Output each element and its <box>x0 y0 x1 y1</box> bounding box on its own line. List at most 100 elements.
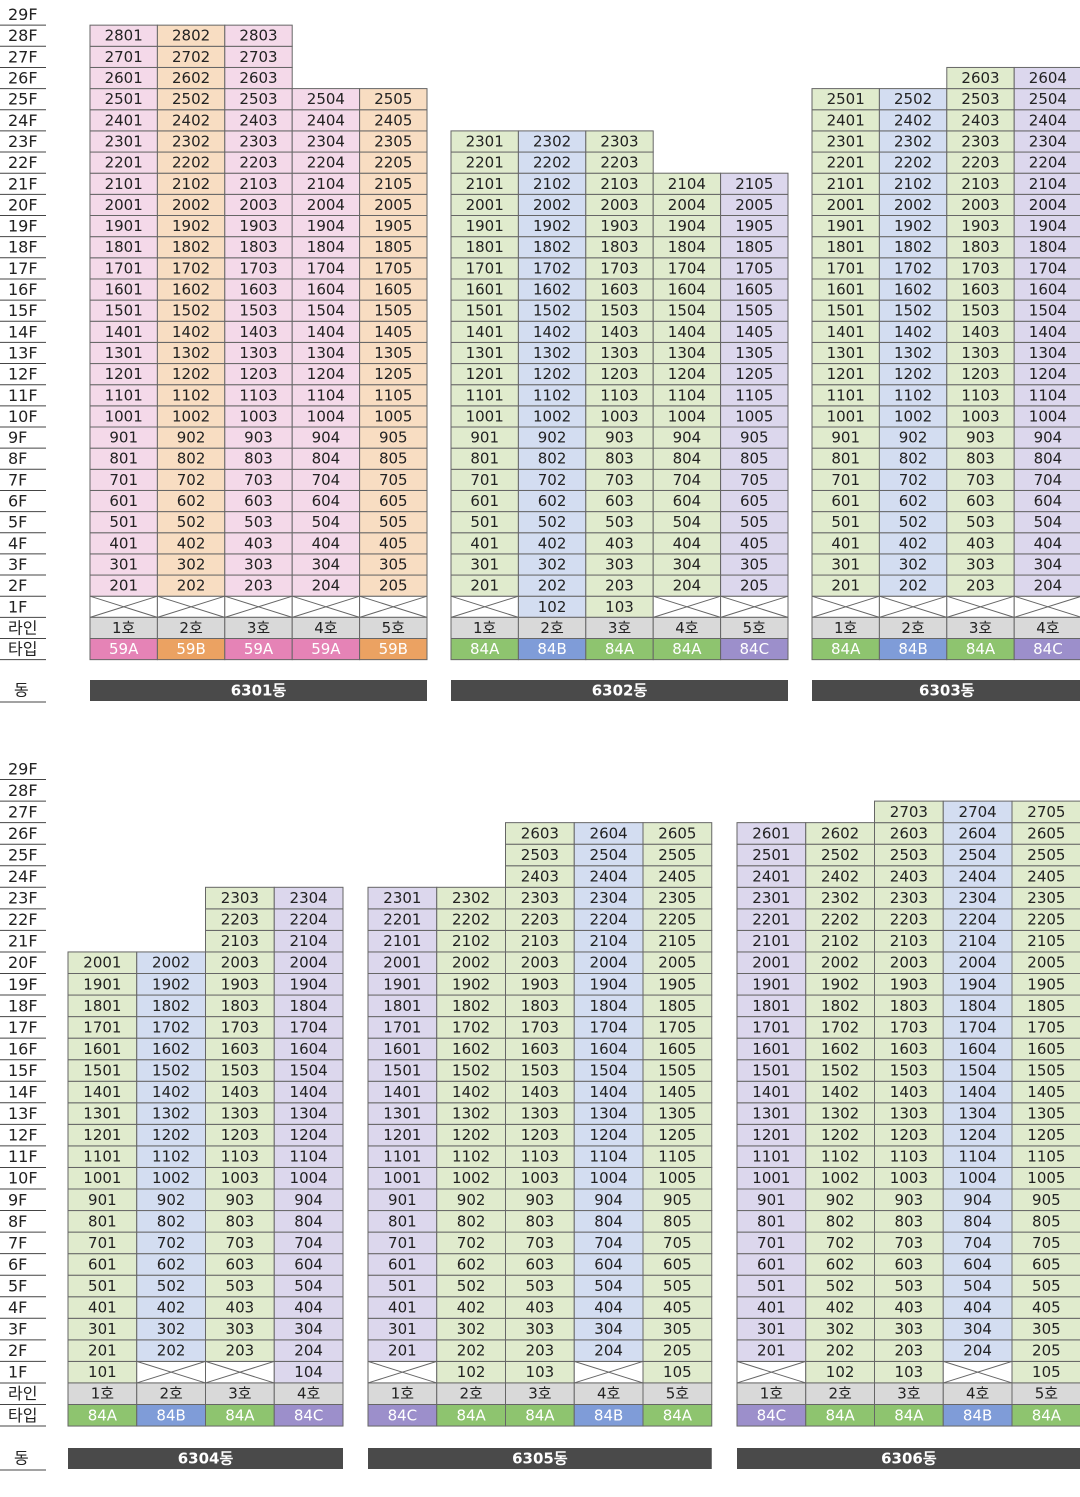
cross <box>736 1360 806 1384</box>
unit-number: 202 <box>457 1342 486 1360</box>
floor-label: 21F <box>8 174 38 193</box>
unit-number: 2001 <box>466 196 504 214</box>
unit-number: 1203 <box>961 365 999 383</box>
unit-number: 1801 <box>383 997 421 1015</box>
unit-number: 1104 <box>1029 386 1067 404</box>
unit-number: 2204 <box>290 911 328 929</box>
unit-number: 2104 <box>668 175 706 193</box>
unit-number: 1102 <box>533 386 571 404</box>
unit-number: 2802 <box>172 27 210 45</box>
line-label: 3호 <box>897 1385 921 1403</box>
unit-number: 302 <box>538 555 567 573</box>
unit-number: 2001 <box>105 196 143 214</box>
unit-number: 2104 <box>307 175 345 193</box>
type-label: 84B <box>594 1406 623 1424</box>
unit-number: 501 <box>88 1277 117 1295</box>
unit-number: 1501 <box>83 1061 121 1079</box>
line-label: 5호 <box>666 1385 690 1403</box>
unit-number: 801 <box>831 450 860 468</box>
unit-number: 501 <box>757 1277 786 1295</box>
unit-number: 1902 <box>452 975 490 993</box>
unit-number: 504 <box>312 513 341 531</box>
unit-number: 702 <box>177 471 206 489</box>
unit-cell <box>224 24 293 47</box>
unit-number: 803 <box>605 450 634 468</box>
unit-number: 1104 <box>668 386 706 404</box>
unit-number: 504 <box>673 513 702 531</box>
unit-number: 401 <box>470 534 499 552</box>
unit-number: 1305 <box>658 1105 696 1123</box>
line-label: 4호 <box>597 1385 621 1403</box>
unit-number: 1805 <box>1027 997 1065 1015</box>
unit-number: 705 <box>379 471 408 489</box>
unit-number: 703 <box>895 1234 924 1252</box>
unit-number: 2004 <box>668 196 706 214</box>
unit-number: 602 <box>899 492 928 510</box>
floor-label: 12F <box>8 365 38 384</box>
type-label: 84A <box>88 1406 118 1424</box>
unit-number: 1204 <box>668 365 706 383</box>
type-label: 84A <box>470 640 500 658</box>
unit-number: 2003 <box>600 196 638 214</box>
unit-number: 2501 <box>827 90 865 108</box>
unit-number: 402 <box>457 1299 486 1317</box>
unit-number: 1903 <box>221 975 259 993</box>
type-cell <box>359 638 428 661</box>
unit-number: 904 <box>963 1191 992 1209</box>
unit-number: 1503 <box>890 1061 928 1079</box>
unit-number: 2201 <box>105 154 143 172</box>
unit-number: 2503 <box>890 846 928 864</box>
unit-number: 1404 <box>590 1083 628 1101</box>
line-label: 1호 <box>760 1385 784 1403</box>
unit-number: 704 <box>963 1234 992 1252</box>
unit-number: 301 <box>88 1320 117 1338</box>
unit-number: 501 <box>831 513 860 531</box>
unit-number: 2801 <box>105 27 143 45</box>
unit-number: 601 <box>757 1255 786 1273</box>
unit-number: 1202 <box>172 365 210 383</box>
line-label: 2호 <box>179 619 203 637</box>
unit-number: 1203 <box>239 365 277 383</box>
unit-number: 604 <box>1034 492 1063 510</box>
unit-number: 1601 <box>83 1040 121 1058</box>
unit-number: 2404 <box>1029 111 1067 129</box>
unit-number: 1905 <box>374 217 412 235</box>
unit-number: 1005 <box>735 407 773 425</box>
unit-number: 1302 <box>172 344 210 362</box>
type-label: 59A <box>311 640 341 658</box>
unit-number: 1804 <box>307 238 345 256</box>
unit-number: 202 <box>899 577 928 595</box>
unit-number: 1701 <box>83 1018 121 1036</box>
unit-number: 1201 <box>105 365 143 383</box>
unit-number: 801 <box>757 1212 786 1230</box>
unit-number: 1901 <box>383 975 421 993</box>
unit-number: 701 <box>388 1234 417 1252</box>
unit-number: 503 <box>244 513 273 531</box>
unit-number: 2304 <box>959 889 997 907</box>
unit-number: 2005 <box>658 954 696 972</box>
type-cell <box>720 638 789 661</box>
type-label: 84B <box>537 640 566 658</box>
unit-number: 905 <box>1032 1191 1061 1209</box>
unit-number: 1003 <box>961 407 999 425</box>
unit-number: 2105 <box>1027 932 1065 950</box>
line-label: 1호 <box>834 619 858 637</box>
cross <box>720 595 789 618</box>
unit-number: 902 <box>157 1191 186 1209</box>
unit-number: 802 <box>899 450 928 468</box>
unit-number: 2505 <box>658 846 696 864</box>
unit-number: 2102 <box>894 175 932 193</box>
unit-number: 1304 <box>1029 344 1067 362</box>
unit-number: 205 <box>740 577 769 595</box>
unit-number: 1504 <box>668 302 706 320</box>
unit-number: 1605 <box>374 281 412 299</box>
unit-number: 1304 <box>959 1105 997 1123</box>
unit-number: 1405 <box>1027 1083 1065 1101</box>
dong-label: 동 <box>14 1449 29 1468</box>
floor-label: 28F <box>8 26 38 45</box>
floor-label: 20F <box>8 953 38 972</box>
unit-number: 404 <box>963 1299 992 1317</box>
unit-number: 1103 <box>890 1148 928 1166</box>
type-label: 84A <box>605 640 635 658</box>
type-label: 59A <box>244 640 274 658</box>
